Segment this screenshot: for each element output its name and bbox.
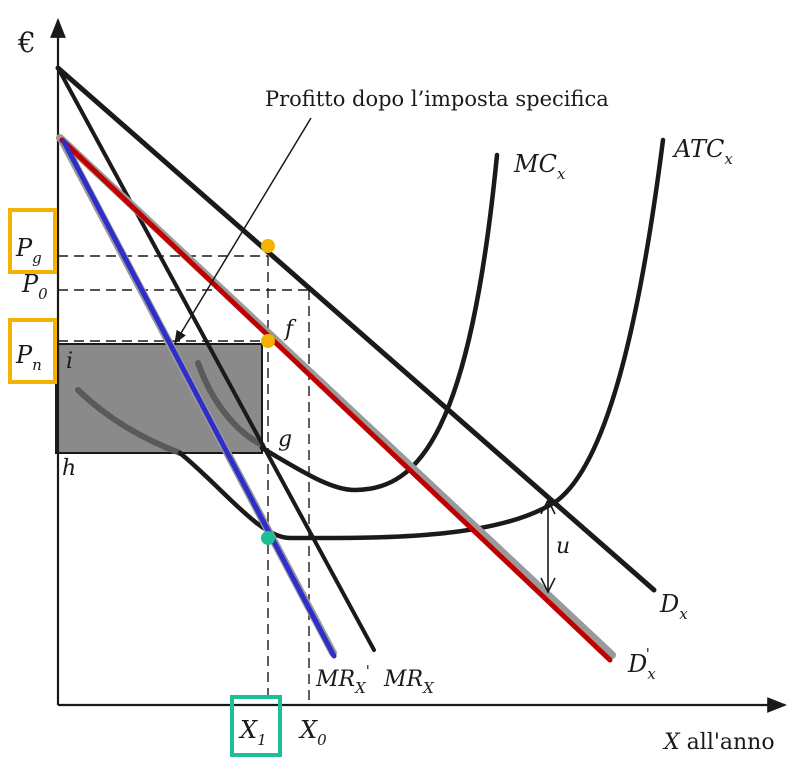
demand-after-tax-label: Dx' xyxy=(627,645,656,683)
pg-highlight-box xyxy=(8,208,57,274)
pn-highlight-box xyxy=(8,318,57,384)
price-pg-label: Pg xyxy=(15,234,42,267)
point-f-label: f xyxy=(283,317,297,342)
demand-label: Dx xyxy=(659,590,688,623)
price-p0-label: P0 xyxy=(21,270,48,303)
dashed-guides xyxy=(58,255,310,705)
mc-label: MCx xyxy=(513,150,566,183)
x-axis-label: X all'anno xyxy=(662,730,775,755)
point-h-label: h xyxy=(62,456,76,481)
tax-label: u xyxy=(556,534,570,559)
quantity-x0-label: X0 xyxy=(298,716,327,749)
tax-arrow-bottom xyxy=(540,577,556,594)
point-mr-mc-intersection xyxy=(261,531,275,545)
mc-curve-interior xyxy=(195,360,265,448)
mr-after-tax-curve xyxy=(61,139,337,659)
mr-after-tax-label: MRX' xyxy=(315,662,370,697)
point-pn-f xyxy=(261,334,275,348)
mr-label: MRX xyxy=(383,667,435,697)
tax-arrow-top xyxy=(540,498,556,515)
y-axis-label: € xyxy=(17,26,36,59)
demand-curve xyxy=(55,65,657,593)
atc-curve xyxy=(177,137,666,541)
point-pg-x1 xyxy=(261,239,275,253)
point-g-label: g xyxy=(278,427,292,452)
atc-label: ATCx xyxy=(672,135,733,168)
annotation-leader xyxy=(174,117,312,345)
demand-after-tax-curve xyxy=(59,137,613,663)
atc-curve-interior xyxy=(75,387,183,456)
mc-curve xyxy=(259,152,500,493)
point-i-label: i xyxy=(66,349,73,374)
mr-curve xyxy=(56,66,376,652)
profit-annotation: Profitto dopo l’imposta specifica xyxy=(265,87,609,111)
price-pn-label: Pn xyxy=(15,341,42,374)
quantity-x1-label: X1 xyxy=(238,716,267,749)
x1-highlight-box xyxy=(230,695,282,757)
